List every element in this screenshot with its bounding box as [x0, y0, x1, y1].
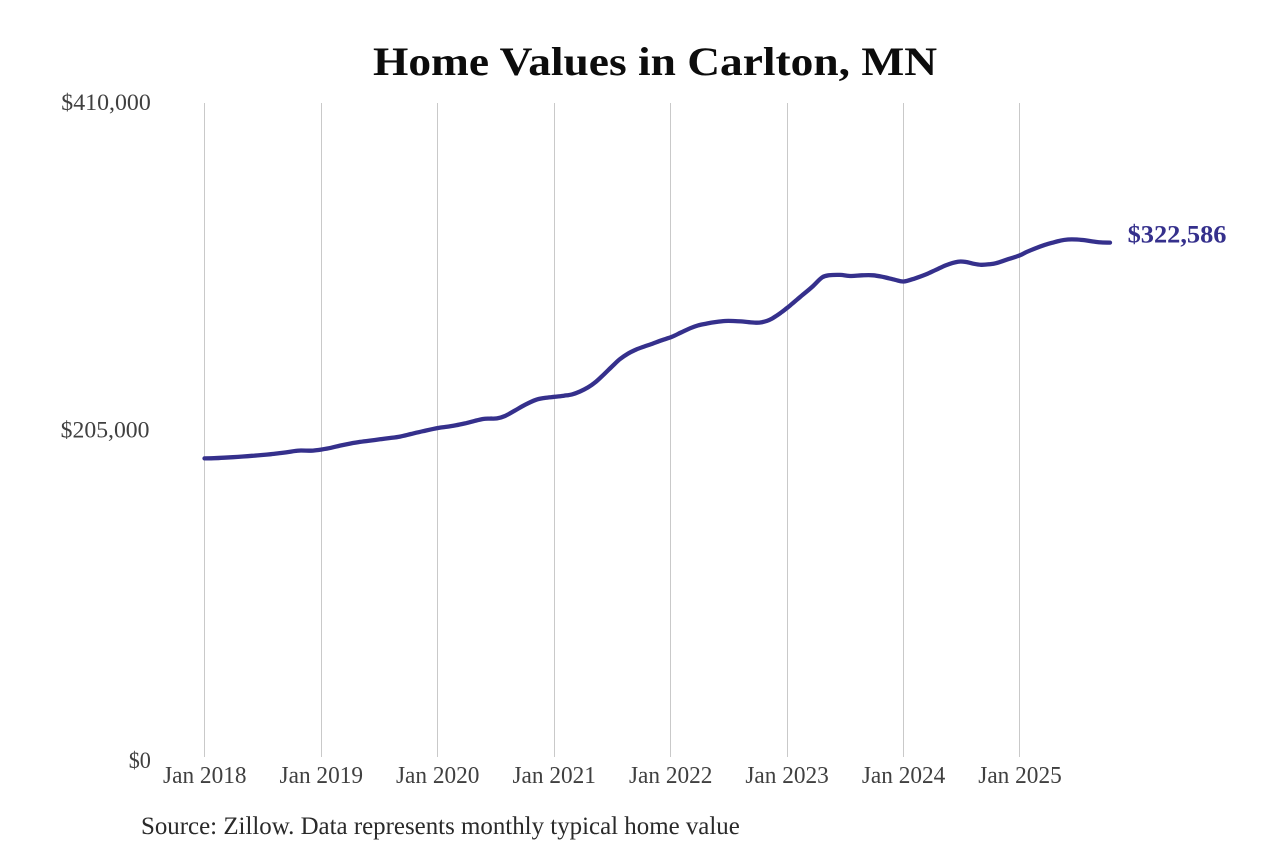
svg-text:Jan 2025: Jan 2025 — [978, 763, 1062, 789]
svg-text:Jan 2018: Jan 2018 — [163, 763, 247, 789]
svg-text:$205,000: $205,000 — [61, 417, 150, 442]
svg-text:Jan 2022: Jan 2022 — [629, 763, 713, 789]
svg-text:Jan 2023: Jan 2023 — [745, 763, 829, 789]
svg-text:$322,586: $322,586 — [1128, 222, 1227, 249]
svg-text:$0: $0 — [129, 748, 151, 773]
svg-text:Home Values in Carlton, MN: Home Values in Carlton, MN — [373, 39, 937, 84]
svg-text:Jan 2021: Jan 2021 — [512, 763, 596, 789]
svg-text:Source: Zillow. Data represent: Source: Zillow. Data represents monthly … — [141, 813, 740, 840]
svg-text:Jan 2024: Jan 2024 — [862, 763, 946, 789]
svg-text:Jan 2019: Jan 2019 — [280, 763, 364, 789]
svg-text:Jan 2020: Jan 2020 — [396, 763, 480, 789]
svg-text:$410,000: $410,000 — [61, 90, 150, 115]
